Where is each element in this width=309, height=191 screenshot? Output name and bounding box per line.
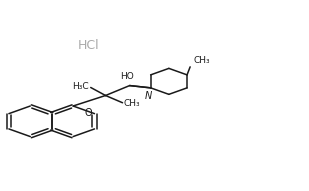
Text: HCl: HCl <box>77 39 99 52</box>
Text: O: O <box>85 108 92 118</box>
Text: HO: HO <box>120 72 133 81</box>
Text: H₃C: H₃C <box>73 82 89 91</box>
Text: CH₃: CH₃ <box>124 99 140 108</box>
Text: N: N <box>145 91 152 101</box>
Text: CH₃: CH₃ <box>193 56 210 65</box>
